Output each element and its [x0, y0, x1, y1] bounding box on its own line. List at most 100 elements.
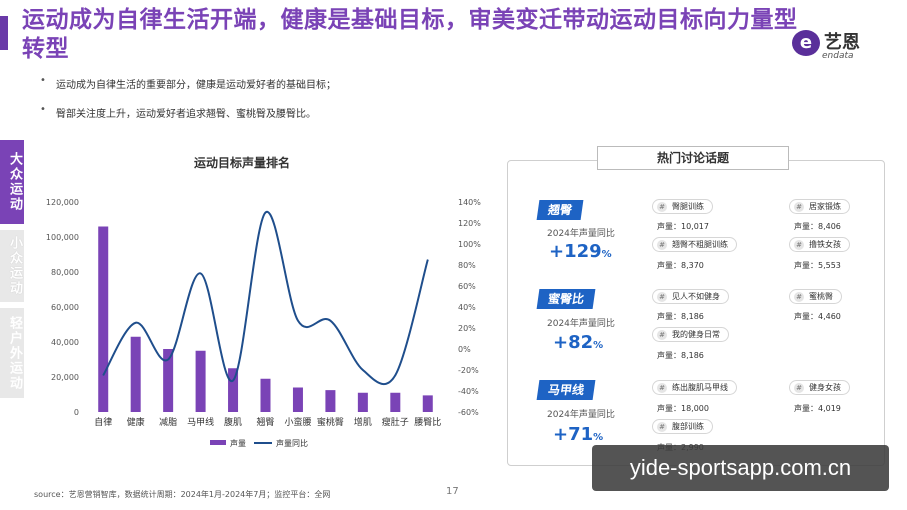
watermark-banner: yide-sportsapp.com.cn	[592, 445, 889, 491]
topic-name: 我的健身日常	[672, 330, 720, 339]
topic-pill[interactable]: # 蜜桃臀	[789, 289, 842, 304]
topic-name: 翘臀不粗腿训练	[672, 240, 728, 249]
hashtag-icon: #	[657, 422, 667, 432]
y-right-tick-label: -40%	[458, 387, 479, 396]
logo-text: 艺恩	[824, 32, 860, 53]
bullet-item: 运动成为自律生活的重要部分，健康是运动爱好者的基础目标；	[40, 75, 336, 91]
hashtag-icon: #	[794, 383, 804, 393]
topic-sub: 2024年声量同比	[547, 229, 615, 239]
growth-unit: %	[601, 249, 612, 260]
hot-topics-title: 热门讨论话题	[597, 146, 789, 170]
side-tab-mass-sports[interactable]: 大众运动	[0, 140, 24, 224]
topic-growth: +71%	[553, 424, 603, 445]
side-tab-outdoor-sports[interactable]: 轻户外运动	[0, 308, 24, 398]
topic-pill[interactable]: # 翘臀不粗腿训练	[652, 237, 737, 252]
topic-volume: 声量：18,000	[657, 404, 709, 413]
topic-name: 蜜桃臀	[809, 292, 833, 301]
yoy-point	[135, 322, 137, 324]
growth-value: +82	[553, 332, 594, 353]
y-right-tick-label: -20%	[458, 366, 479, 375]
y-right-tick-label: 100%	[458, 240, 481, 249]
y-left-tick-label: 120,000	[46, 198, 79, 207]
yoy-point	[167, 359, 169, 360]
topic-volume: 声量：10,017	[657, 222, 709, 231]
yoy-point	[394, 374, 396, 376]
x-tick-label: 腰臀比	[414, 416, 441, 428]
topic-pill[interactable]: # 我的健身日常	[652, 327, 729, 342]
growth-unit: %	[593, 432, 604, 443]
growth-value: +71	[553, 424, 594, 445]
x-tick-label: 腹肌	[224, 416, 242, 428]
bar	[422, 395, 433, 412]
topic-growth: +129%	[549, 241, 612, 262]
hashtag-icon: #	[657, 202, 667, 212]
topic-volume: 声量：8,186	[657, 312, 704, 321]
hashtag-icon: #	[657, 383, 667, 393]
bar	[98, 226, 109, 412]
hashtag-icon: #	[657, 240, 667, 250]
topic-name: 臀腿训练	[672, 202, 704, 211]
yoy-point	[232, 380, 234, 381]
legend-label: 声量同比	[276, 438, 308, 448]
hashtag-icon: #	[794, 292, 804, 302]
source-note: source：艺恩营销智库，数据统计周期：2024年1月-2024年7月；监控平…	[34, 490, 331, 499]
y-left-tick-label: 0	[74, 408, 79, 417]
topic-name: 撸铁女孩	[809, 240, 841, 249]
title-accent-bar	[0, 16, 8, 50]
logo-subtext: endata	[822, 51, 854, 61]
x-tick-label: 马甲线	[187, 416, 214, 428]
logo-badge-icon: e	[792, 30, 820, 56]
x-tick-label: 小蛮腰	[284, 416, 311, 428]
topic-tag: 蜜臀比	[536, 289, 596, 309]
hashtag-icon: #	[794, 202, 804, 212]
page-title: 运动成为自律生活开端，健康是基础目标，审美变迁带动运动目标向力量型转型	[22, 7, 798, 62]
topic-pill[interactable]: # 撸铁女孩	[789, 237, 850, 252]
topic-name: 居家锻炼	[809, 202, 841, 211]
y-right-tick-label: 0%	[458, 345, 471, 354]
topic-pill[interactable]: # 见人不如健身	[652, 289, 729, 304]
topic-volume: 声量：5,553	[794, 261, 841, 270]
y-right-tick-label: 80%	[458, 261, 476, 270]
y-left-tick-label: 100,000	[46, 233, 79, 242]
topic-name: 健身女孩	[809, 383, 841, 392]
topic-tag: 马甲线	[536, 380, 596, 400]
bar	[130, 336, 141, 412]
brand-logo: e 艺恩 endata	[792, 28, 892, 64]
x-tick-label: 增肌	[354, 416, 372, 428]
legend-bar-swatch	[210, 440, 226, 445]
side-tab-niche-sports[interactable]: 小众运动	[0, 230, 24, 302]
bar	[292, 387, 303, 412]
topic-volume: 声量：8,370	[657, 261, 704, 270]
topic-pill[interactable]: # 居家锻炼	[789, 199, 850, 214]
x-tick-label: 减脂	[159, 416, 177, 428]
topic-tag: 翘臀	[536, 200, 584, 220]
x-tick-label: 健康	[127, 416, 145, 428]
bar	[357, 392, 368, 412]
y-left-tick-label: 60,000	[51, 303, 79, 312]
volume-ranking-chart: 0 20,000 40,000 60,000 80,000 100,000 120,000 -…	[46, 198, 481, 448]
yoy-point	[265, 212, 266, 213]
topic-name: 见人不如健身	[672, 292, 720, 301]
topic-growth: +82%	[553, 332, 603, 353]
topic-pill[interactable]: # 臀腿训练	[652, 199, 713, 214]
hashtag-icon: #	[657, 292, 667, 302]
topic-pill[interactable]: # 健身女孩	[789, 380, 850, 395]
bullet-list: 运动成为自律生活的重要部分，健康是运动爱好者的基础目标； 臀部关注度上升，运动爱…	[40, 75, 336, 134]
y-right-tick-label: 20%	[458, 324, 476, 333]
y-left-tick-label: 40,000	[51, 338, 79, 347]
topic-pill[interactable]: # 腹部训练	[652, 419, 713, 434]
yoy-point	[297, 320, 299, 322]
topic-volume: 声量：4,019	[794, 404, 841, 413]
y-right-tick-label: 60%	[458, 282, 476, 291]
hashtag-icon: #	[657, 330, 667, 340]
topic-volume: 声量：8,406	[794, 222, 841, 231]
topic-volume: 声量：4,460	[794, 312, 841, 321]
bar	[325, 390, 336, 412]
yoy-line-series	[102, 211, 429, 386]
y-right-tick-label: 140%	[458, 198, 481, 207]
y-right-tick-label: 120%	[458, 219, 481, 228]
topic-pill[interactable]: # 练出腹肌马甲线	[652, 380, 737, 395]
y-right-tick-label: -60%	[458, 408, 479, 417]
bar	[228, 368, 239, 412]
topic-volume: 声量：8,186	[657, 351, 704, 360]
